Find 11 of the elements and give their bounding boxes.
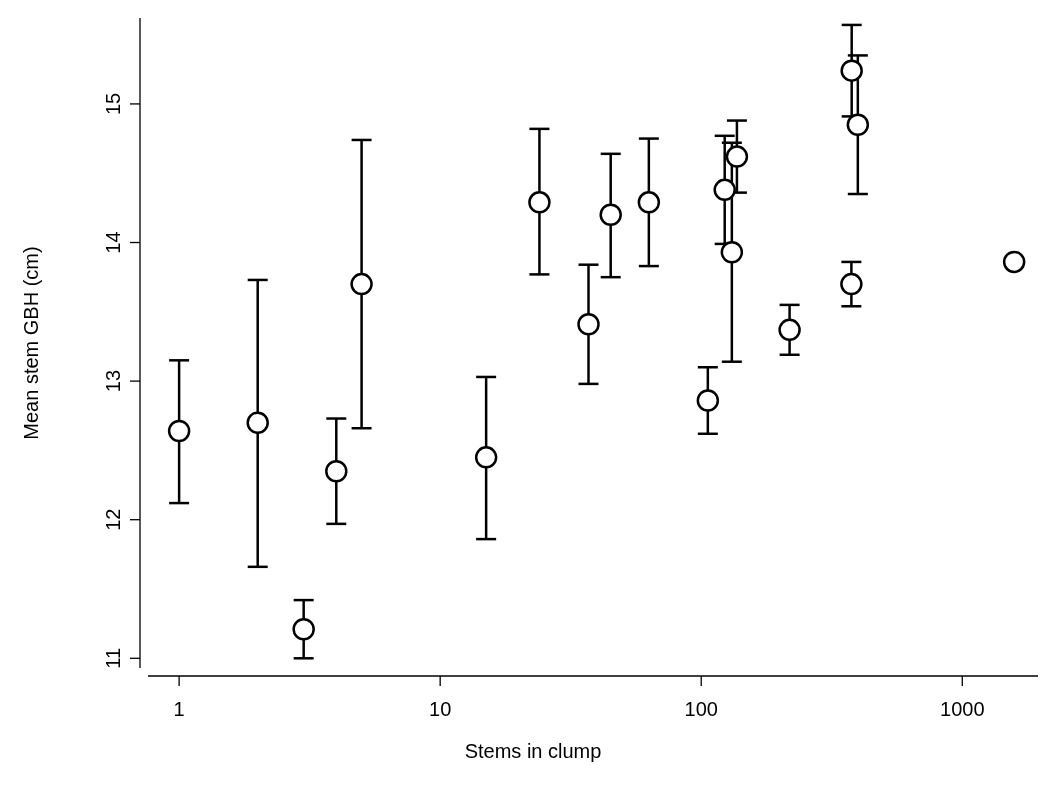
y-tick-label: 14 — [102, 231, 124, 254]
y-axis-title: Mean stem GBH (cm) — [20, 246, 42, 440]
y-tick-label: 11 — [102, 647, 124, 669]
x-axis-title: Stems in clump — [464, 740, 602, 762]
x-tick-label: 1000 — [940, 698, 985, 720]
y-tick-label: 15 — [102, 92, 124, 116]
x-tick-label: 1 — [173, 698, 185, 720]
x-tick-label: 10 — [429, 698, 452, 720]
x-tick-label: 100 — [684, 698, 718, 720]
y-tick-label: 12 — [102, 508, 124, 531]
y-tick-label: 13 — [102, 369, 124, 393]
